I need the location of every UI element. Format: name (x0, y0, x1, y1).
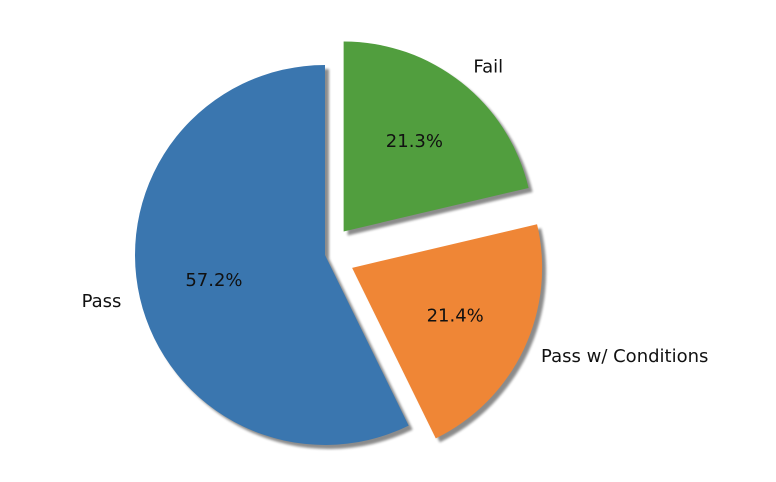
slice-labels: Pass Pass w/ Conditions Fail (82, 57, 709, 368)
pie-slice-pass-w-conditions (352, 224, 543, 439)
percent-label-pass: 57.2% (185, 270, 242, 291)
pie-slice-fail (343, 41, 529, 232)
percent-label-pass-w-conditions: 21.4% (427, 306, 484, 327)
percent-labels: 57.2% 21.4% 21.3% (185, 131, 483, 326)
percent-label-fail: 21.3% (386, 131, 443, 152)
pie-slice-pass (135, 65, 409, 445)
slice-label-pass: Pass (82, 291, 122, 312)
slice-label-pass-w-conditions: Pass w/ Conditions (541, 346, 708, 367)
pie-slices (135, 41, 543, 445)
slice-label-fail: Fail (473, 57, 503, 78)
